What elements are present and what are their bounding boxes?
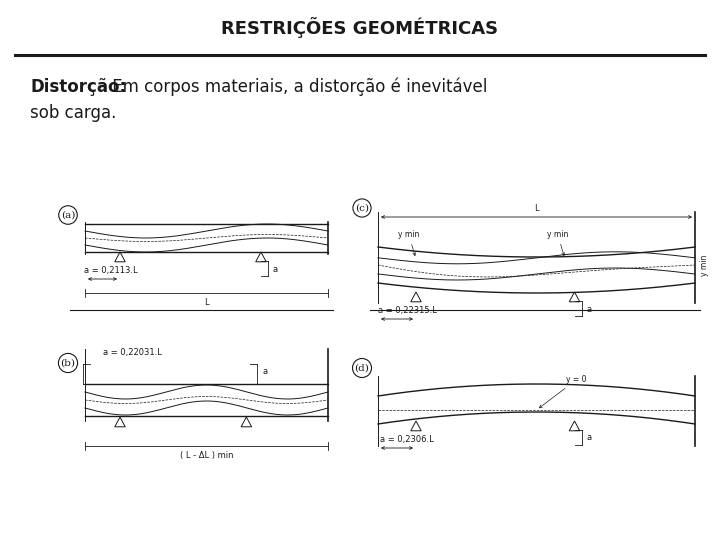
Text: a: a xyxy=(587,434,592,442)
Text: a = 0,22315.L: a = 0,22315.L xyxy=(377,306,436,315)
Text: y min: y min xyxy=(398,230,419,255)
Text: RESTRIÇÕES GEOMÉTRICAS: RESTRIÇÕES GEOMÉTRICAS xyxy=(222,17,498,38)
Text: L: L xyxy=(204,298,209,307)
Text: (d): (d) xyxy=(354,363,369,373)
Text: Distorção:: Distorção: xyxy=(30,78,126,96)
Text: (c): (c) xyxy=(355,204,369,213)
Text: a = 0,2113.L: a = 0,2113.L xyxy=(84,266,138,275)
Text: a: a xyxy=(273,265,278,273)
Text: L: L xyxy=(534,204,539,213)
Text: a = 0,22031.L: a = 0,22031.L xyxy=(103,348,162,357)
Text: y min: y min xyxy=(700,254,709,276)
Text: sob carga.: sob carga. xyxy=(30,104,117,122)
Text: y min: y min xyxy=(547,230,568,255)
Text: ( L - ΔL ) min: ( L - ΔL ) min xyxy=(180,451,233,460)
Text: a = 0,2306.L: a = 0,2306.L xyxy=(380,435,434,444)
Text: y = 0: y = 0 xyxy=(539,375,587,408)
Text: Em corpos materiais, a distorção é inevitável: Em corpos materiais, a distorção é inevi… xyxy=(107,78,487,97)
Text: a: a xyxy=(587,305,592,314)
Text: (b): (b) xyxy=(60,359,76,368)
Text: a: a xyxy=(262,367,267,376)
Text: (a): (a) xyxy=(60,211,75,219)
